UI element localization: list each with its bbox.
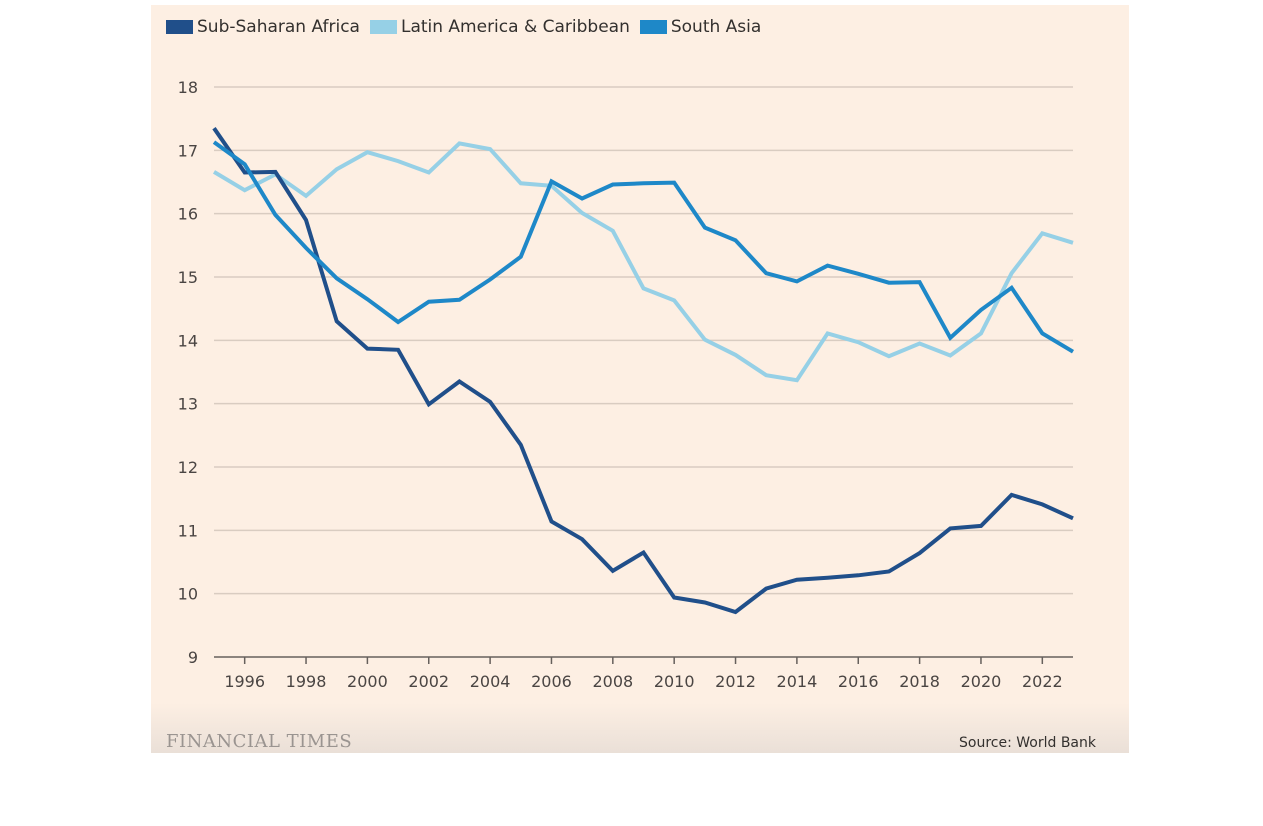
legend-swatch-south-asia	[639, 20, 667, 34]
x-axis: 1996 1998 2000 2002 2004 2006 2008 2010 2012 2014…	[214, 656, 1073, 691]
x-tick-label: 2016	[838, 672, 879, 691]
legend-item-latin-america-caribbean: Latin America & Caribbean	[369, 17, 630, 37]
series-line-latin-america-caribbean	[212, 141, 1074, 383]
legend-item-south-asia: South Asia	[639, 17, 762, 37]
y-tick-label: 13	[178, 395, 198, 414]
x-tick-label: 2000	[347, 672, 388, 691]
legend-swatch-latin-america-caribbean	[369, 20, 397, 34]
series-line-sub-saharan-africa	[212, 127, 1074, 615]
y-axis-ticks: 9 10 11 12 13 14 15 16 17 18	[178, 78, 198, 667]
x-tick-label: 1996	[224, 672, 265, 691]
x-tick-label: 1998	[286, 672, 327, 691]
y-tick-label: 14	[178, 331, 198, 350]
x-tick-label: 2008	[592, 672, 633, 691]
footer-fade	[151, 703, 1129, 753]
x-tick-label: 2002	[408, 672, 449, 691]
chart-legend: Sub-Saharan Africa Latin America & Carib…	[166, 17, 771, 37]
legend-label-sub-saharan-africa: Sub-Saharan Africa	[197, 17, 360, 37]
y-tick-label: 17	[178, 141, 198, 160]
x-tick-label: 2010	[654, 672, 695, 691]
y-tick-label: 16	[178, 205, 198, 224]
series-line-south-asia	[212, 140, 1075, 354]
legend-label-latin-america-caribbean: Latin America & Caribbean	[400, 17, 630, 37]
x-tick-label: 2004	[470, 672, 511, 691]
x-tick-label: 2012	[715, 672, 756, 691]
y-tick-label: 18	[178, 78, 198, 97]
source-note: Source: World Bank	[959, 735, 1096, 751]
x-tick-label: 2022	[1022, 672, 1063, 691]
x-tick-label: 2020	[961, 672, 1002, 691]
y-tick-label: 11	[178, 521, 198, 540]
chart-panel	[151, 5, 1129, 753]
series-lines	[212, 127, 1075, 615]
brand-wordmark: FINANCIAL TIMES	[166, 731, 353, 752]
x-tick-label: 2006	[531, 672, 572, 691]
legend-item-sub-saharan-africa: Sub-Saharan Africa	[166, 17, 360, 37]
y-tick-label: 15	[178, 268, 198, 287]
legend-label-south-asia: South Asia	[670, 17, 762, 37]
y-tick-label: 10	[178, 585, 198, 604]
legend-swatch-sub-saharan-africa	[166, 20, 193, 34]
y-tick-label: 12	[178, 458, 198, 477]
x-tick-label: 2014	[777, 672, 818, 691]
grid-lines	[214, 86, 1073, 595]
x-tick-label: 2018	[899, 672, 940, 691]
y-tick-label: 9	[188, 648, 198, 667]
